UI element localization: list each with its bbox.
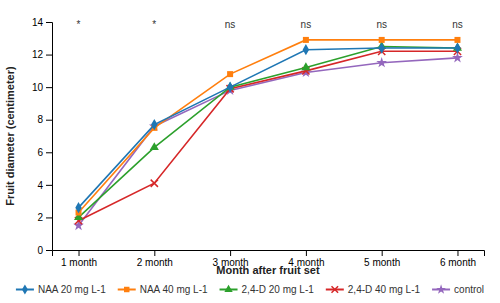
y-tick: 8: [37, 114, 52, 125]
y-tick-mark: [46, 87, 52, 88]
series-line: [79, 40, 458, 213]
annotation: *: [77, 19, 81, 30]
point: [379, 37, 385, 43]
y-tick: 2: [37, 212, 52, 223]
series: [76, 37, 461, 216]
series-line: [79, 46, 458, 217]
legend-marker: [22, 284, 28, 294]
x-tick-mark: [230, 250, 231, 256]
y-tick-mark: [46, 120, 52, 121]
legend-item: control: [432, 284, 484, 295]
plot: 1 month2 month3 month4 month5 month6 mon…: [32, 17, 485, 268]
point: [303, 37, 309, 43]
point: [452, 52, 463, 62]
y-tick: 6: [37, 147, 52, 158]
y-tick-label: 14: [32, 17, 44, 28]
y-tick: 14: [32, 17, 52, 28]
y-axis-title: Fruit diameter (centimeter): [4, 66, 16, 206]
annotation: ns: [452, 19, 463, 30]
legend-marker: [124, 287, 129, 292]
point: [454, 37, 460, 43]
y-tick-mark: [46, 217, 52, 218]
series-line: [79, 48, 458, 208]
legend-marker: [436, 284, 446, 293]
annotation: ns: [225, 19, 236, 30]
x-tick-label: 6 month: [440, 257, 476, 268]
y-tick-mark: [46, 152, 52, 153]
y-tick-label: 6: [37, 147, 43, 158]
point: [227, 82, 233, 93]
legend-label: NAA 40 mg L-1: [140, 284, 208, 295]
legend-item: 2,4-D 20 mg L-1: [220, 284, 315, 295]
point: [378, 42, 384, 53]
y-tick-mark: [46, 55, 52, 56]
y-tick-mark: [46, 22, 52, 23]
annotations: * * ns ns ns ns: [77, 19, 463, 30]
x-axis-line: [53, 251, 485, 257]
legend-item: NAA 40 mg L-1: [118, 284, 208, 295]
point: [303, 44, 309, 55]
x-tick-mark: [306, 250, 307, 256]
point: [151, 119, 157, 130]
point: [75, 202, 81, 213]
x-axis-title: Month after fruit set: [216, 264, 320, 276]
y-tick-label: 10: [32, 82, 44, 93]
point: [151, 180, 158, 187]
x-tick-label: 2 month: [137, 257, 173, 268]
legend-item: NAA 20 mg L-1: [16, 284, 106, 295]
x-tick-mark: [382, 250, 383, 256]
y-axis-line: [46, 23, 53, 251]
y-tick-label: 0: [37, 245, 43, 256]
y-tick: 12: [32, 49, 52, 60]
x-tick-mark: [154, 250, 155, 256]
point: [150, 142, 159, 150]
x-tick-label: 1 month: [61, 257, 97, 268]
y-axis: 0 2 4 6 8 10 12 14: [32, 17, 53, 256]
series-line: [79, 58, 458, 226]
y-tick-mark: [46, 250, 52, 251]
legend-label: 2,4-D 20 mg L-1: [242, 284, 315, 295]
legend-marker: [332, 286, 339, 293]
legend: NAA 20 mg L-1 NAA 40 mg L-1 2,4-D 20 mg L-…: [16, 284, 484, 295]
point: [227, 71, 233, 77]
series-group: [73, 37, 463, 230]
point: [376, 57, 387, 67]
x-tick: 1 month: [61, 250, 97, 268]
series: [74, 41, 462, 220]
x-tick: 5 month: [364, 250, 400, 268]
x-tick-mark: [79, 250, 80, 256]
legend-item: 2,4-D 40 mg L-1: [326, 284, 421, 295]
y-tick: 10: [32, 82, 52, 93]
x-tick-label: 5 month: [364, 257, 400, 268]
y-tick-label: 2: [37, 212, 43, 223]
legend-label: control: [454, 284, 484, 295]
series: [75, 48, 461, 225]
annotation: ns: [376, 19, 387, 30]
point: [301, 62, 310, 70]
x-tick: 2 month: [137, 250, 173, 268]
y-tick-label: 4: [37, 180, 43, 191]
y-tick-mark: [46, 185, 52, 186]
legend-label: 2,4-D 40 mg L-1: [348, 284, 421, 295]
legend-label: NAA 20 mg L-1: [38, 284, 106, 295]
annotation: *: [152, 19, 156, 30]
y-tick-label: 12: [32, 49, 44, 60]
legend-marker: [224, 285, 232, 292]
series: [73, 52, 463, 230]
point: [454, 42, 460, 53]
y-tick: 4: [37, 180, 52, 191]
y-tick-label: 8: [37, 114, 43, 125]
chart: NAA 20 mg L-1 NAA 40 mg L-1 2,4-D 20 mg L-…: [0, 0, 500, 303]
x-tick: 6 month: [440, 250, 476, 268]
x-tick-mark: [457, 250, 458, 256]
annotation: ns: [301, 19, 312, 30]
series: [75, 42, 460, 213]
y-tick: 0: [37, 245, 52, 256]
